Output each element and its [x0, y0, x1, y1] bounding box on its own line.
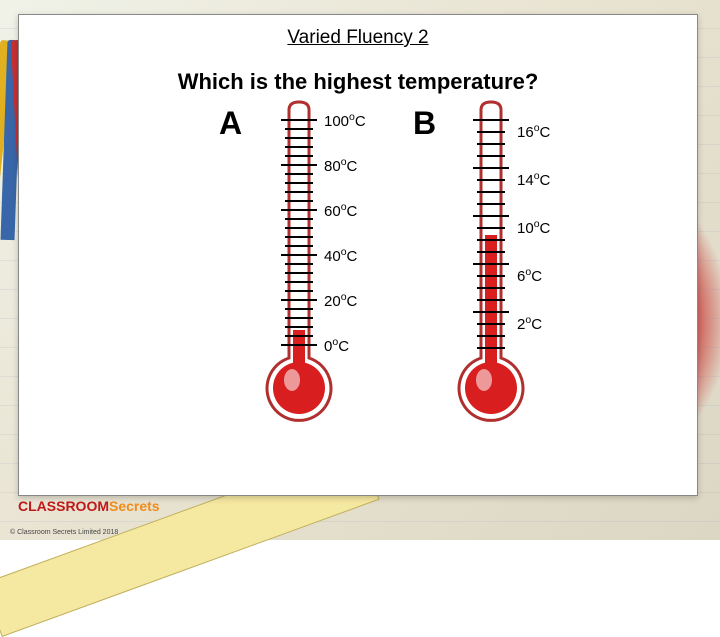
content-card: Varied Fluency 2 Which is the highest te…: [18, 14, 698, 496]
thermometer-area: A: [19, 95, 697, 465]
tick-label: 2oC: [517, 314, 542, 333]
logo-part2: Secrets: [109, 498, 160, 514]
tick-label: 14oC: [517, 170, 550, 189]
question-text: Which is the highest temperature?: [19, 69, 697, 95]
tick-label: 10oC: [517, 218, 550, 237]
tick-label: 16oC: [517, 122, 550, 141]
tick-label: 100oC: [324, 111, 366, 130]
thermometer-a: [259, 100, 339, 430]
tick-label: 20oC: [324, 291, 357, 310]
tick-label: 60oC: [324, 201, 357, 220]
tick-label: 40oC: [324, 246, 357, 265]
label-b: B: [413, 105, 436, 142]
copyright-text: © Classroom Secrets Limited 2018: [10, 529, 118, 536]
label-a: A: [219, 105, 242, 142]
tick-label: 6oC: [517, 266, 542, 285]
thermometer-b: [451, 100, 531, 430]
logo: CLASSROOMSecrets: [18, 498, 160, 514]
slide-title: Varied Fluency 2: [19, 27, 697, 49]
tick-label: 0oC: [324, 336, 349, 355]
tick-label: 80oC: [324, 156, 357, 175]
logo-part1: CLASSROOM: [18, 498, 109, 514]
